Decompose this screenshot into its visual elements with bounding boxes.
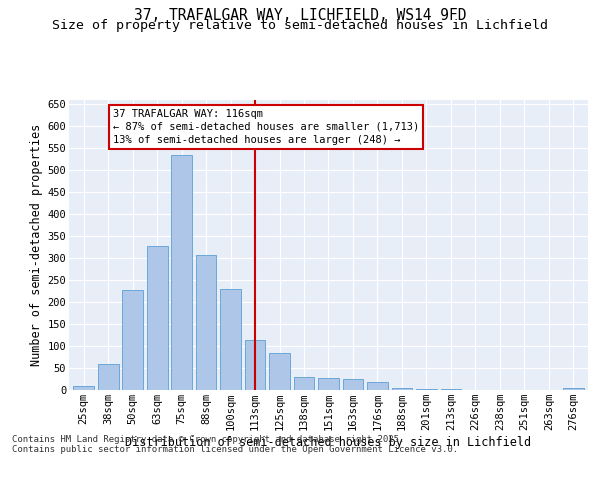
Bar bbox=[147, 246, 167, 390]
Bar bbox=[293, 377, 314, 390]
Bar bbox=[171, 155, 192, 390]
Bar bbox=[440, 389, 461, 390]
Y-axis label: Number of semi-detached properties: Number of semi-detached properties bbox=[31, 124, 43, 366]
Bar bbox=[563, 388, 584, 390]
Text: 37 TRAFALGAR WAY: 116sqm
← 87% of semi-detached houses are smaller (1,713)
13% o: 37 TRAFALGAR WAY: 116sqm ← 87% of semi-d… bbox=[113, 109, 419, 145]
Bar bbox=[98, 364, 119, 390]
Bar bbox=[220, 289, 241, 390]
X-axis label: Distribution of semi-detached houses by size in Lichfield: Distribution of semi-detached houses by … bbox=[125, 436, 532, 449]
Bar bbox=[73, 386, 94, 390]
Text: 37, TRAFALGAR WAY, LICHFIELD, WS14 9FD: 37, TRAFALGAR WAY, LICHFIELD, WS14 9FD bbox=[134, 8, 466, 22]
Bar bbox=[416, 388, 437, 390]
Bar bbox=[318, 378, 339, 390]
Text: Contains HM Land Registry data © Crown copyright and database right 2025.
Contai: Contains HM Land Registry data © Crown c… bbox=[12, 435, 458, 454]
Bar bbox=[392, 388, 412, 390]
Text: Size of property relative to semi-detached houses in Lichfield: Size of property relative to semi-detach… bbox=[52, 18, 548, 32]
Bar bbox=[269, 352, 290, 390]
Bar bbox=[122, 290, 143, 390]
Bar bbox=[245, 340, 265, 390]
Bar bbox=[196, 254, 217, 390]
Bar bbox=[367, 382, 388, 390]
Bar bbox=[343, 379, 364, 390]
